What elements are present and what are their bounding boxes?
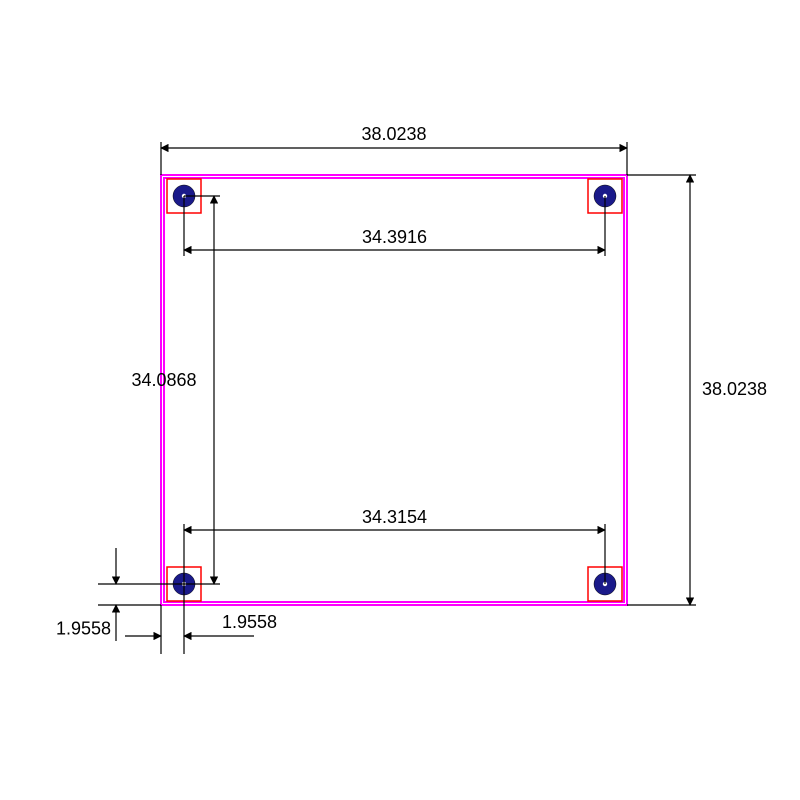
dimensions.items.bl_offset_y.value: 1.9558: [56, 619, 111, 639]
dimensions.items.right_outer_height.value: 38.0238: [702, 379, 767, 399]
dimensions-layer: 38.0238 34.3916 34.3154 34.0868 38.0238 1.955…: [56, 124, 767, 654]
dimension-drawing: 38.0238 34.3916 34.3154 34.0868 38.0238 1.955…: [0, 0, 800, 800]
dimensions.items.bl_offset_x.value: 1.9558: [222, 612, 277, 632]
dimensions.items.bottom_inner_width.value: 34.3154: [362, 507, 427, 527]
dimensions.items.top_inner_width.value: 34.3916: [362, 227, 427, 247]
dimensions.items.top_outer_width.value: 38.0238: [361, 124, 426, 144]
dimensions.items.left_inner_height.value: 34.0868: [131, 370, 196, 390]
